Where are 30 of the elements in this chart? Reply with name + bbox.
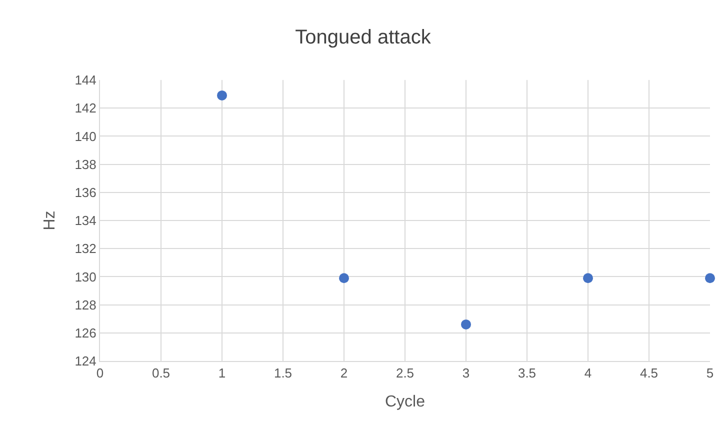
y-tick-label: 136 <box>74 184 96 200</box>
y-tick-label: 126 <box>74 325 96 340</box>
point <box>217 90 227 100</box>
y-tick-label: 140 <box>74 128 96 144</box>
x-tick-label: 5 <box>706 366 714 381</box>
y-tick-label: 124 <box>74 354 96 369</box>
x-tick-label: 0 <box>96 366 104 381</box>
y-axis-title: Hz <box>42 210 59 230</box>
y-tick-label: 138 <box>74 156 96 172</box>
x-tick-label: 4.5 <box>640 366 658 381</box>
point <box>461 319 471 330</box>
chart-title: Tongued attack <box>295 26 432 48</box>
y-tick-label: 128 <box>74 297 96 312</box>
x-tick-label: 2 <box>340 366 348 381</box>
x-tick-label: 3 <box>462 366 470 381</box>
x-axis-title: Cycle <box>384 393 426 410</box>
y-tick-label: 132 <box>74 241 96 256</box>
point <box>583 273 593 284</box>
y-tick-label: 144 <box>74 72 96 88</box>
x-tick-label: 0.5 <box>152 366 170 381</box>
y-tick-label: 142 <box>74 100 96 116</box>
point <box>705 273 715 284</box>
x-tick-label: 3.5 <box>518 366 536 381</box>
y-tick-label: 134 <box>74 213 96 228</box>
point <box>339 273 349 284</box>
x-tick-label: 4 <box>584 366 592 381</box>
x-tick-label: 1 <box>218 366 226 381</box>
x-tick-label: 1.5 <box>274 366 292 381</box>
x-tick-label: 2.5 <box>396 366 414 381</box>
y-tick-label: 130 <box>74 269 96 284</box>
